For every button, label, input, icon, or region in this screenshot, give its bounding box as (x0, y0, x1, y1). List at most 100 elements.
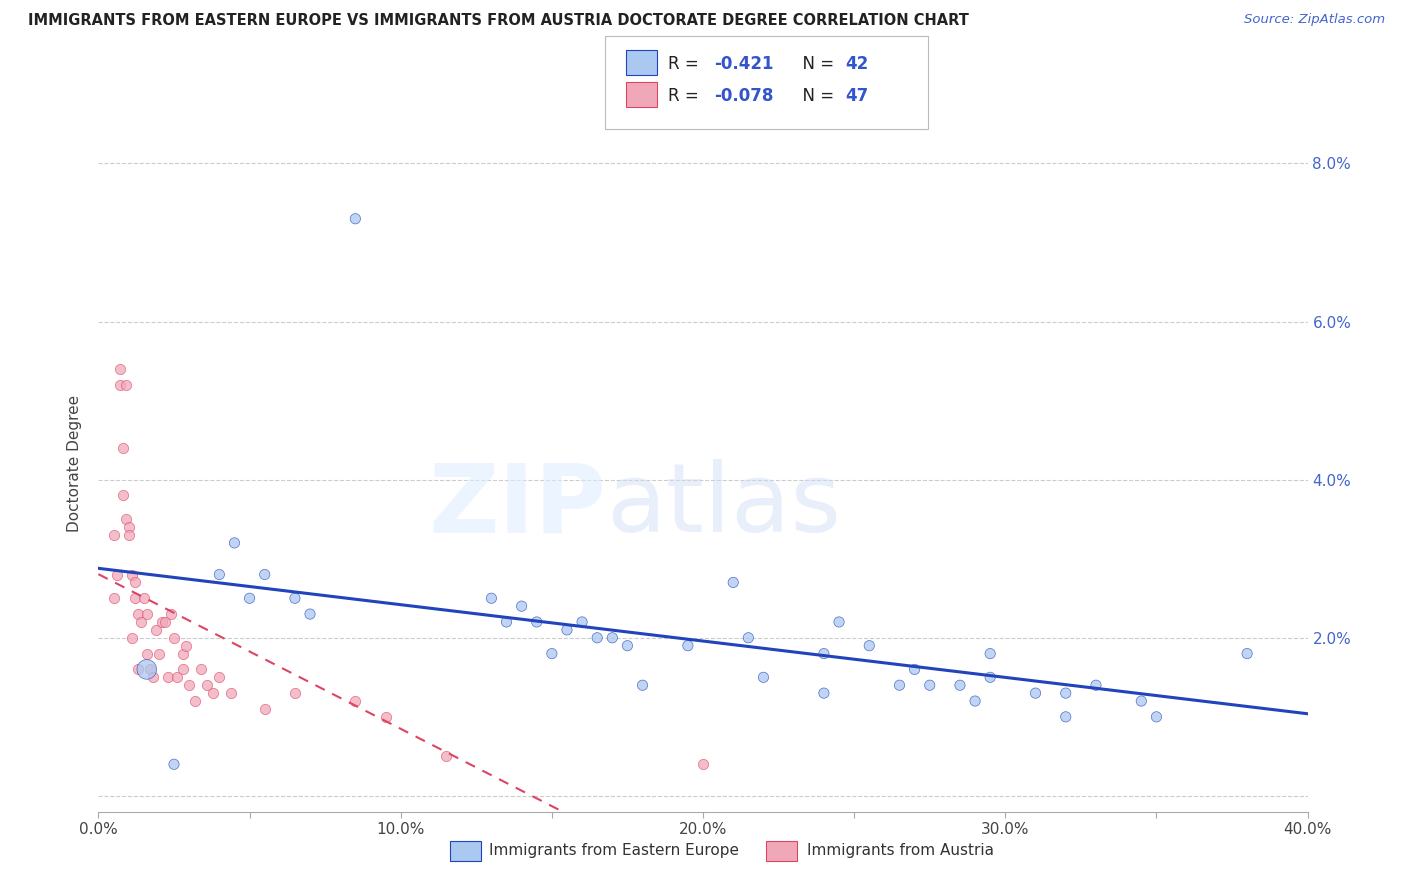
Point (108, 362, 131, 376)
Point (132, 591, 155, 606)
Point (858, 639, 880, 653)
Point (284, 591, 307, 606)
Text: Immigrants from Eastern Europe: Immigrants from Eastern Europe (489, 844, 740, 858)
Point (239, 591, 262, 606)
Point (139, 662, 162, 676)
Point (979, 647, 1001, 661)
Point (1144, 710, 1167, 724)
Point (602, 631, 624, 645)
Point (172, 647, 194, 661)
Point (752, 670, 775, 684)
Point (889, 678, 911, 692)
Point (195, 678, 218, 692)
Point (374, 710, 396, 724)
Point (253, 567, 276, 582)
Point (135, 607, 157, 621)
Point (918, 678, 941, 692)
Point (153, 615, 176, 629)
Point (121, 567, 143, 582)
Text: 47: 47 (845, 87, 869, 105)
Point (145, 623, 167, 637)
Point (114, 512, 136, 526)
Point (221, 686, 243, 700)
Point (344, 211, 367, 226)
Point (163, 631, 186, 645)
Point (723, 575, 745, 590)
Point (127, 607, 149, 621)
Text: N =: N = (792, 55, 839, 73)
Point (118, 520, 141, 534)
Point (949, 678, 972, 692)
Point (1130, 694, 1153, 708)
Point (540, 647, 562, 661)
Point (284, 686, 307, 700)
Point (904, 662, 927, 676)
Text: R =: R = (668, 87, 704, 105)
Point (124, 591, 146, 606)
Point (184, 694, 207, 708)
Point (127, 662, 149, 676)
Point (166, 670, 188, 684)
Point (224, 536, 246, 550)
Point (118, 528, 141, 542)
Text: atlas: atlas (606, 459, 841, 552)
Point (124, 575, 146, 590)
Point (148, 647, 170, 661)
Point (208, 567, 231, 582)
Text: -0.421: -0.421 (714, 55, 773, 73)
Point (631, 678, 654, 692)
Point (481, 591, 503, 606)
Point (737, 631, 759, 645)
Point (965, 694, 987, 708)
Point (979, 670, 1001, 684)
Point (172, 662, 194, 676)
Point (156, 670, 179, 684)
Text: ZIP: ZIP (429, 459, 606, 552)
Point (202, 686, 225, 700)
Point (121, 631, 143, 645)
Text: Immigrants from Austria: Immigrants from Austria (807, 844, 994, 858)
Point (253, 702, 276, 716)
Point (108, 377, 131, 392)
Point (1085, 678, 1108, 692)
Text: 42: 42 (845, 55, 869, 73)
Point (1024, 686, 1046, 700)
Text: IMMIGRANTS FROM EASTERN EUROPE VS IMMIGRANTS FROM AUSTRIA DOCTORATE DEGREE CORRE: IMMIGRANTS FROM EASTERN EUROPE VS IMMIGR… (28, 13, 969, 29)
Point (105, 567, 128, 582)
Point (174, 639, 197, 653)
Text: -0.078: -0.078 (714, 87, 773, 105)
Point (160, 607, 183, 621)
Point (1236, 647, 1258, 661)
Point (111, 441, 134, 455)
Point (114, 377, 136, 392)
Point (555, 623, 578, 637)
Point (129, 615, 152, 629)
Point (616, 639, 638, 653)
Y-axis label: Doctorate Degree: Doctorate Degree (67, 395, 83, 533)
Point (692, 757, 714, 772)
Point (150, 615, 173, 629)
Point (813, 647, 835, 661)
Point (179, 678, 201, 692)
Text: R =: R = (668, 55, 704, 73)
Point (526, 615, 548, 629)
Point (299, 607, 322, 621)
Text: N =: N = (792, 87, 839, 105)
Point (135, 662, 157, 676)
Point (434, 749, 457, 764)
Point (135, 647, 157, 661)
Point (676, 639, 699, 653)
Point (111, 488, 134, 502)
Point (828, 615, 851, 629)
Point (190, 662, 212, 676)
Point (103, 591, 125, 606)
Point (571, 615, 593, 629)
Point (1054, 710, 1077, 724)
Text: Source: ZipAtlas.com: Source: ZipAtlas.com (1244, 13, 1385, 27)
Point (103, 528, 125, 542)
Point (1054, 686, 1077, 700)
Point (344, 694, 367, 708)
Point (163, 757, 186, 772)
Point (142, 670, 165, 684)
Point (495, 615, 517, 629)
